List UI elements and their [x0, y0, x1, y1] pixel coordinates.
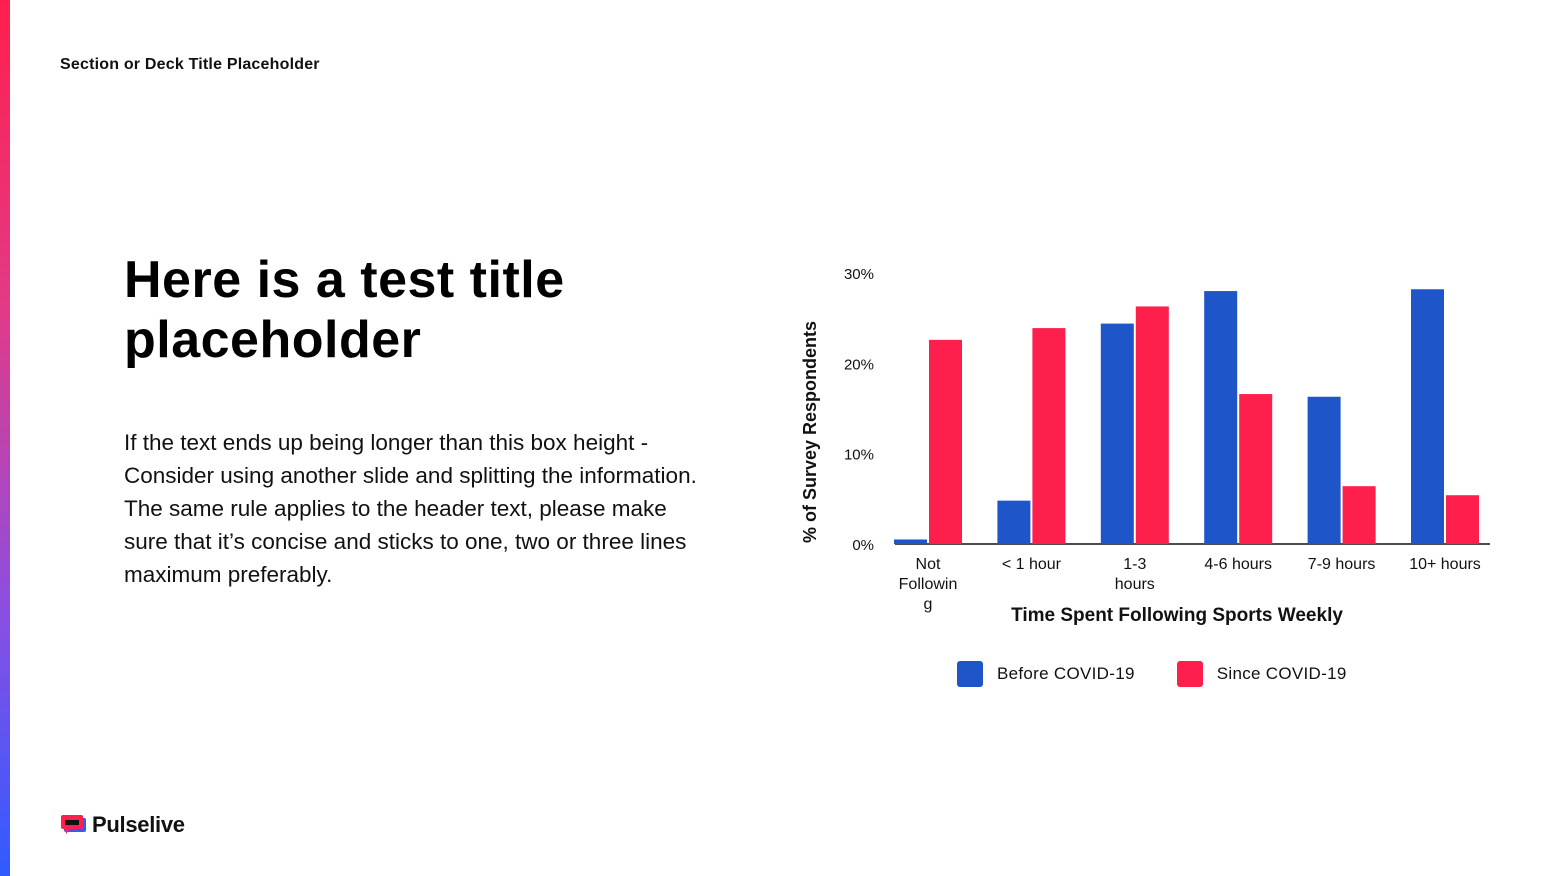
title-line-1: Here is a test title [124, 251, 565, 309]
bar-since-3 [1239, 394, 1273, 544]
bar-since-2 [1135, 306, 1169, 544]
y-axis-label: % of Survey Respondents [800, 321, 820, 543]
x-axis-label: Time Spent Following Sports Weekly [1011, 605, 1343, 626]
x-tick-label: 7-9 hours [1308, 556, 1376, 573]
bar-before-2 [1100, 323, 1134, 544]
y-tick-label: 10% [844, 447, 874, 464]
legend-label-since: Since COVID-19 [1216, 664, 1347, 683]
x-tick-label: Followin [899, 576, 958, 593]
section-title: Section or Deck Title Placeholder [60, 56, 320, 73]
title-line-2: placeholder [124, 311, 422, 369]
y-tick-label: 0% [852, 537, 874, 554]
bar-before-4 [1307, 396, 1341, 544]
accent-bar [0, 0, 10, 876]
logo-text: Pulselive [92, 812, 185, 837]
bar-before-5 [1411, 289, 1444, 544]
bar-chart: 0% 10% 20% 30% Not Followin g < 1 hour 1-3 hours 4… [800, 266, 1490, 626]
legend-label-before: Before COVID-19 [997, 664, 1135, 683]
bar-before-0 [894, 539, 927, 544]
y-tick-label: 30% [844, 266, 874, 283]
bar-before-1 [997, 500, 1031, 544]
logo-mark-icon [61, 815, 86, 834]
legend-item-before: Before COVID-19 [957, 661, 1135, 687]
pulselive-logo: Pulselive [60, 810, 185, 840]
bar-since-1 [1032, 328, 1066, 544]
x-tick-label: < 1 hour [1002, 556, 1062, 573]
legend-swatch-since [1176, 661, 1203, 687]
x-tick-label: 10+ hours [1409, 556, 1481, 573]
chart-legend: Before COVID-19 Since COVID-19 [957, 658, 1389, 690]
bar-since-4 [1342, 486, 1376, 544]
bar-before-3 [1204, 291, 1238, 544]
x-tick-label: hours [1115, 576, 1155, 593]
body-text: If the text ends up being longer than th… [124, 430, 697, 587]
bar-since-5 [1446, 495, 1479, 544]
bar-since-0 [929, 339, 962, 544]
x-tick-label: g [924, 596, 933, 613]
x-tick-label: 4-6 hours [1204, 556, 1272, 573]
page-title: Here is a test title placeholder [124, 250, 724, 370]
x-tick-label: 1-3 [1123, 556, 1146, 573]
y-tick-label: 20% [844, 356, 874, 373]
legend-item-since: Since COVID-19 [1176, 661, 1347, 687]
legend-swatch-before [957, 661, 983, 687]
x-tick-label: Not [916, 556, 941, 573]
